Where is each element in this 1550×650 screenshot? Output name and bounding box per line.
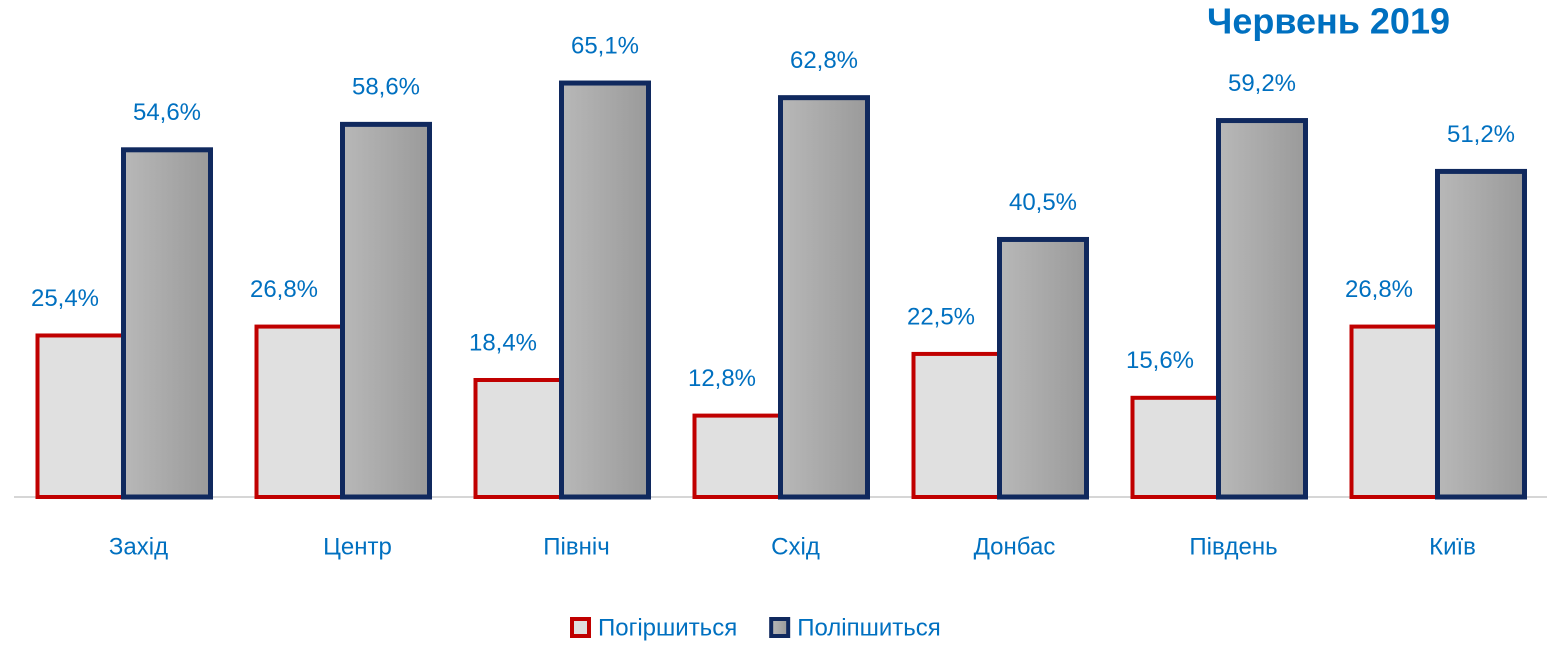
x-tick-label: Захід — [109, 533, 168, 560]
x-tick-label: Донбас — [974, 533, 1056, 560]
bar — [35, 333, 127, 499]
data-label: 26,8% — [250, 276, 318, 303]
data-label: 65,1% — [571, 32, 639, 59]
data-label: 25,4% — [31, 285, 99, 312]
data-label: 59,2% — [1228, 70, 1296, 97]
bar — [1216, 118, 1308, 500]
bar — [911, 351, 1003, 499]
data-label: 12,8% — [688, 365, 756, 392]
x-tick-label: Північ — [543, 533, 609, 560]
chart-subtitle: Червень 2019 — [1207, 1, 1450, 42]
bar — [121, 147, 213, 500]
bar — [254, 324, 346, 500]
data-label: 26,8% — [1345, 276, 1413, 303]
bar — [473, 377, 565, 499]
bar — [340, 121, 432, 500]
bar — [692, 413, 784, 500]
data-label: 22,5% — [907, 303, 975, 330]
legend-swatch — [769, 617, 791, 638]
x-tick-label: Центр — [323, 533, 392, 560]
legend-swatch — [570, 617, 591, 638]
bar — [1349, 324, 1441, 500]
bar — [559, 80, 651, 500]
bar — [778, 95, 870, 500]
legend-label: Поліпшиться — [797, 614, 941, 641]
data-label: 62,8% — [790, 47, 858, 74]
data-label: 58,6% — [352, 74, 420, 101]
bar — [997, 236, 1089, 500]
data-label: 15,6% — [1126, 347, 1194, 374]
bar — [1435, 168, 1527, 500]
legend-label: Погіршиться — [598, 614, 737, 641]
x-tick-label: Схід — [771, 533, 820, 560]
x-tick-label: Південь — [1189, 533, 1277, 560]
data-label: 18,4% — [469, 329, 537, 356]
bar — [1130, 395, 1222, 499]
data-label: 51,2% — [1447, 121, 1515, 148]
x-tick-label: Київ — [1429, 533, 1476, 560]
data-label: 54,6% — [133, 99, 201, 126]
data-label: 40,5% — [1009, 189, 1077, 216]
